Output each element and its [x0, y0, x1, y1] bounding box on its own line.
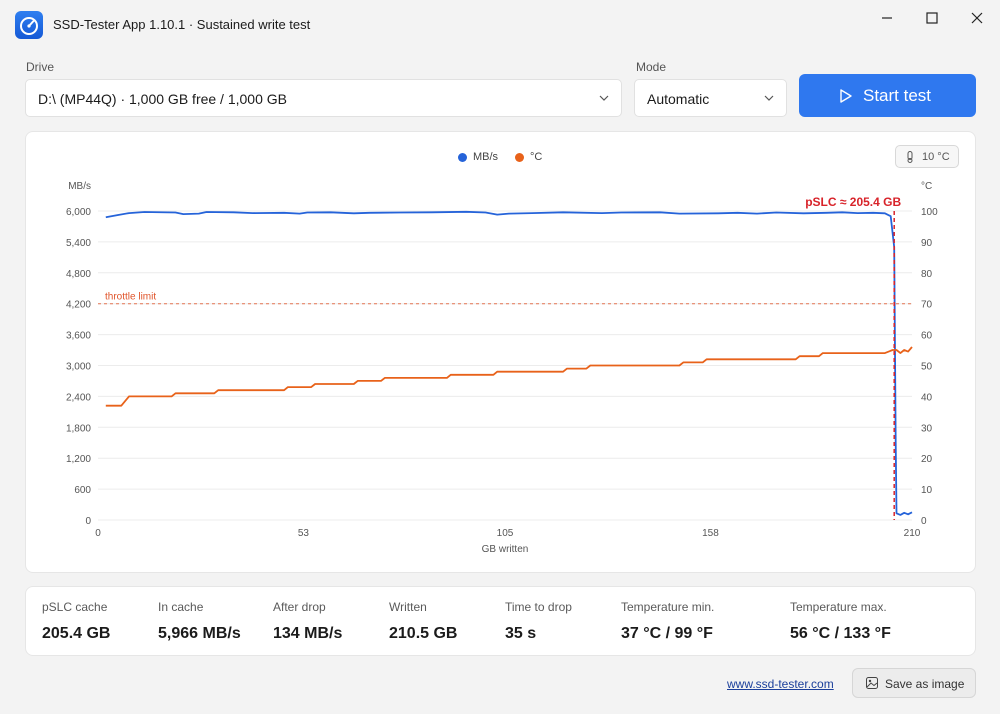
- stat-value: 37 °C / 99 °F: [621, 625, 713, 642]
- stat-value: 5,966 MB/s: [158, 625, 241, 642]
- y-left-tick-label: 4,200: [66, 300, 91, 311]
- y-right-tick-label: 100: [921, 207, 938, 218]
- ambient-temp-badge[interactable]: 10 °C: [895, 145, 959, 168]
- mode-select-value: Automatic: [647, 91, 710, 107]
- stat-item: Written 210.5 GB: [389, 600, 457, 643]
- drive-select-value: D:\ (MP44Q) · 1,000 GB free / 1,000 GB: [38, 91, 287, 107]
- stat-item: Temperature max. 56 °C / 133 °F: [790, 600, 891, 643]
- drive-label: Drive: [26, 60, 55, 74]
- x-tick-label: 158: [702, 528, 719, 539]
- y-right-tick-label: 70: [921, 300, 933, 311]
- legend-item-mbs: MB/s: [458, 151, 498, 163]
- stat-label: Temperature min.: [621, 600, 715, 614]
- y-right-tick-label: 30: [921, 423, 933, 434]
- stats-card: [25, 586, 976, 656]
- temperature-series-line: [105, 346, 913, 407]
- x-axis-label: GB written: [482, 544, 529, 555]
- title-bar: SSD-Tester App 1.10.1 · Sustained write …: [0, 0, 1000, 50]
- y-left-tick-label: 6,000: [66, 207, 91, 218]
- x-tick-label: 105: [497, 528, 514, 539]
- y-left-tick-label: 4,800: [66, 269, 91, 280]
- y-right-axis-label: °C: [921, 181, 932, 192]
- legend-label: °C: [530, 151, 543, 163]
- x-tick-label: 53: [298, 528, 310, 539]
- y-right-tick-label: 10: [921, 485, 933, 496]
- minimize-icon: [882, 17, 892, 19]
- speedometer-icon: [15, 11, 43, 39]
- x-tick-label: 210: [904, 528, 921, 539]
- chart-card: [25, 131, 976, 573]
- stat-label: pSLC cache: [42, 600, 108, 614]
- save-as-image-label: Save as image: [885, 677, 965, 691]
- stat-label: After drop: [273, 600, 326, 614]
- window-title: SSD-Tester App 1.10.1 · Sustained write …: [53, 17, 311, 32]
- stat-item: Time to drop 35 s: [505, 600, 572, 643]
- stat-label: In cache: [158, 600, 204, 614]
- y-left-axis-label: MB/s: [68, 181, 91, 192]
- stat-item: Temperature min. 37 °C / 99 °F: [621, 600, 714, 643]
- y-left-tick-label: 5,400: [66, 238, 91, 249]
- stat-value: 210.5 GB: [389, 625, 458, 642]
- maximize-icon: [926, 12, 938, 24]
- y-right-tick-label: 90: [921, 238, 933, 249]
- drive-select[interactable]: D:\ (MP44Q) · 1,000 GB free / 1,000 GB: [25, 79, 622, 117]
- y-left-tick-label: 0: [85, 516, 91, 527]
- legend-item-temp: °C: [515, 151, 542, 163]
- stat-value: 134 MB/s: [273, 625, 343, 642]
- play-icon: [840, 89, 852, 103]
- start-test-button[interactable]: Start test: [799, 74, 976, 117]
- x-tick-label: 0: [95, 528, 101, 539]
- stat-label: Temperature max.: [790, 600, 887, 614]
- y-left-tick-label: 3,600: [66, 331, 91, 342]
- speed-series-line: [105, 210, 913, 516]
- stat-item: After drop 134 MB/s: [273, 600, 342, 643]
- maximize-button[interactable]: [909, 4, 955, 32]
- y-right-tick-label: 80: [921, 269, 933, 280]
- mode-select[interactable]: Automatic: [634, 79, 787, 117]
- legend-label: MB/s: [473, 151, 499, 163]
- stat-label: Written: [389, 600, 427, 614]
- y-right-tick-label: 60: [921, 331, 933, 342]
- chevron-down-icon: [599, 95, 609, 101]
- close-icon: [971, 12, 983, 24]
- y-left-tick-label: 3,000: [66, 362, 91, 373]
- y-right-tick-label: 50: [921, 362, 933, 373]
- ambient-temp-value: 10 °C: [922, 151, 950, 163]
- write-speed-chart: throttle limit 06001,2001,8002,4003,0003…: [66, 181, 938, 555]
- legend-dot: [458, 152, 467, 162]
- mode-label: Mode: [636, 60, 667, 74]
- y-right-tick-label: 40: [921, 392, 933, 403]
- stat-value: 56 °C / 133 °F: [790, 625, 891, 642]
- close-button[interactable]: [954, 4, 1000, 32]
- y-left-tick-label: 1,800: [66, 423, 91, 434]
- start-test-label: Start test: [863, 86, 932, 105]
- legend-dot: [515, 152, 524, 162]
- y-left-tick-label: 600: [74, 485, 91, 496]
- throttle-limit-label: throttle limit: [105, 292, 156, 303]
- stat-value: 35 s: [505, 625, 537, 642]
- y-right-tick-label: 20: [921, 454, 933, 465]
- y-left-tick-label: 1,200: [66, 454, 91, 465]
- minimize-button[interactable]: [864, 4, 910, 32]
- stat-item: pSLC cache 205.4 GB: [42, 600, 110, 643]
- stat-item: In cache 5,966 MB/s: [158, 600, 241, 643]
- stat-label: Time to drop: [505, 600, 572, 614]
- image-icon: [866, 677, 878, 689]
- pslc-annotation-label: pSLC ≈ 205.4 GB: [805, 195, 901, 209]
- y-right-tick-label: 0: [921, 516, 927, 527]
- thermometer-icon: [907, 151, 913, 163]
- y-left-tick-label: 2,400: [66, 392, 91, 403]
- stat-value: 205.4 GB: [42, 625, 111, 642]
- chevron-down-icon: [764, 95, 774, 101]
- website-link[interactable]: www.ssd-tester.com: [727, 677, 834, 691]
- save-as-image-button[interactable]: Save as image: [852, 668, 976, 698]
